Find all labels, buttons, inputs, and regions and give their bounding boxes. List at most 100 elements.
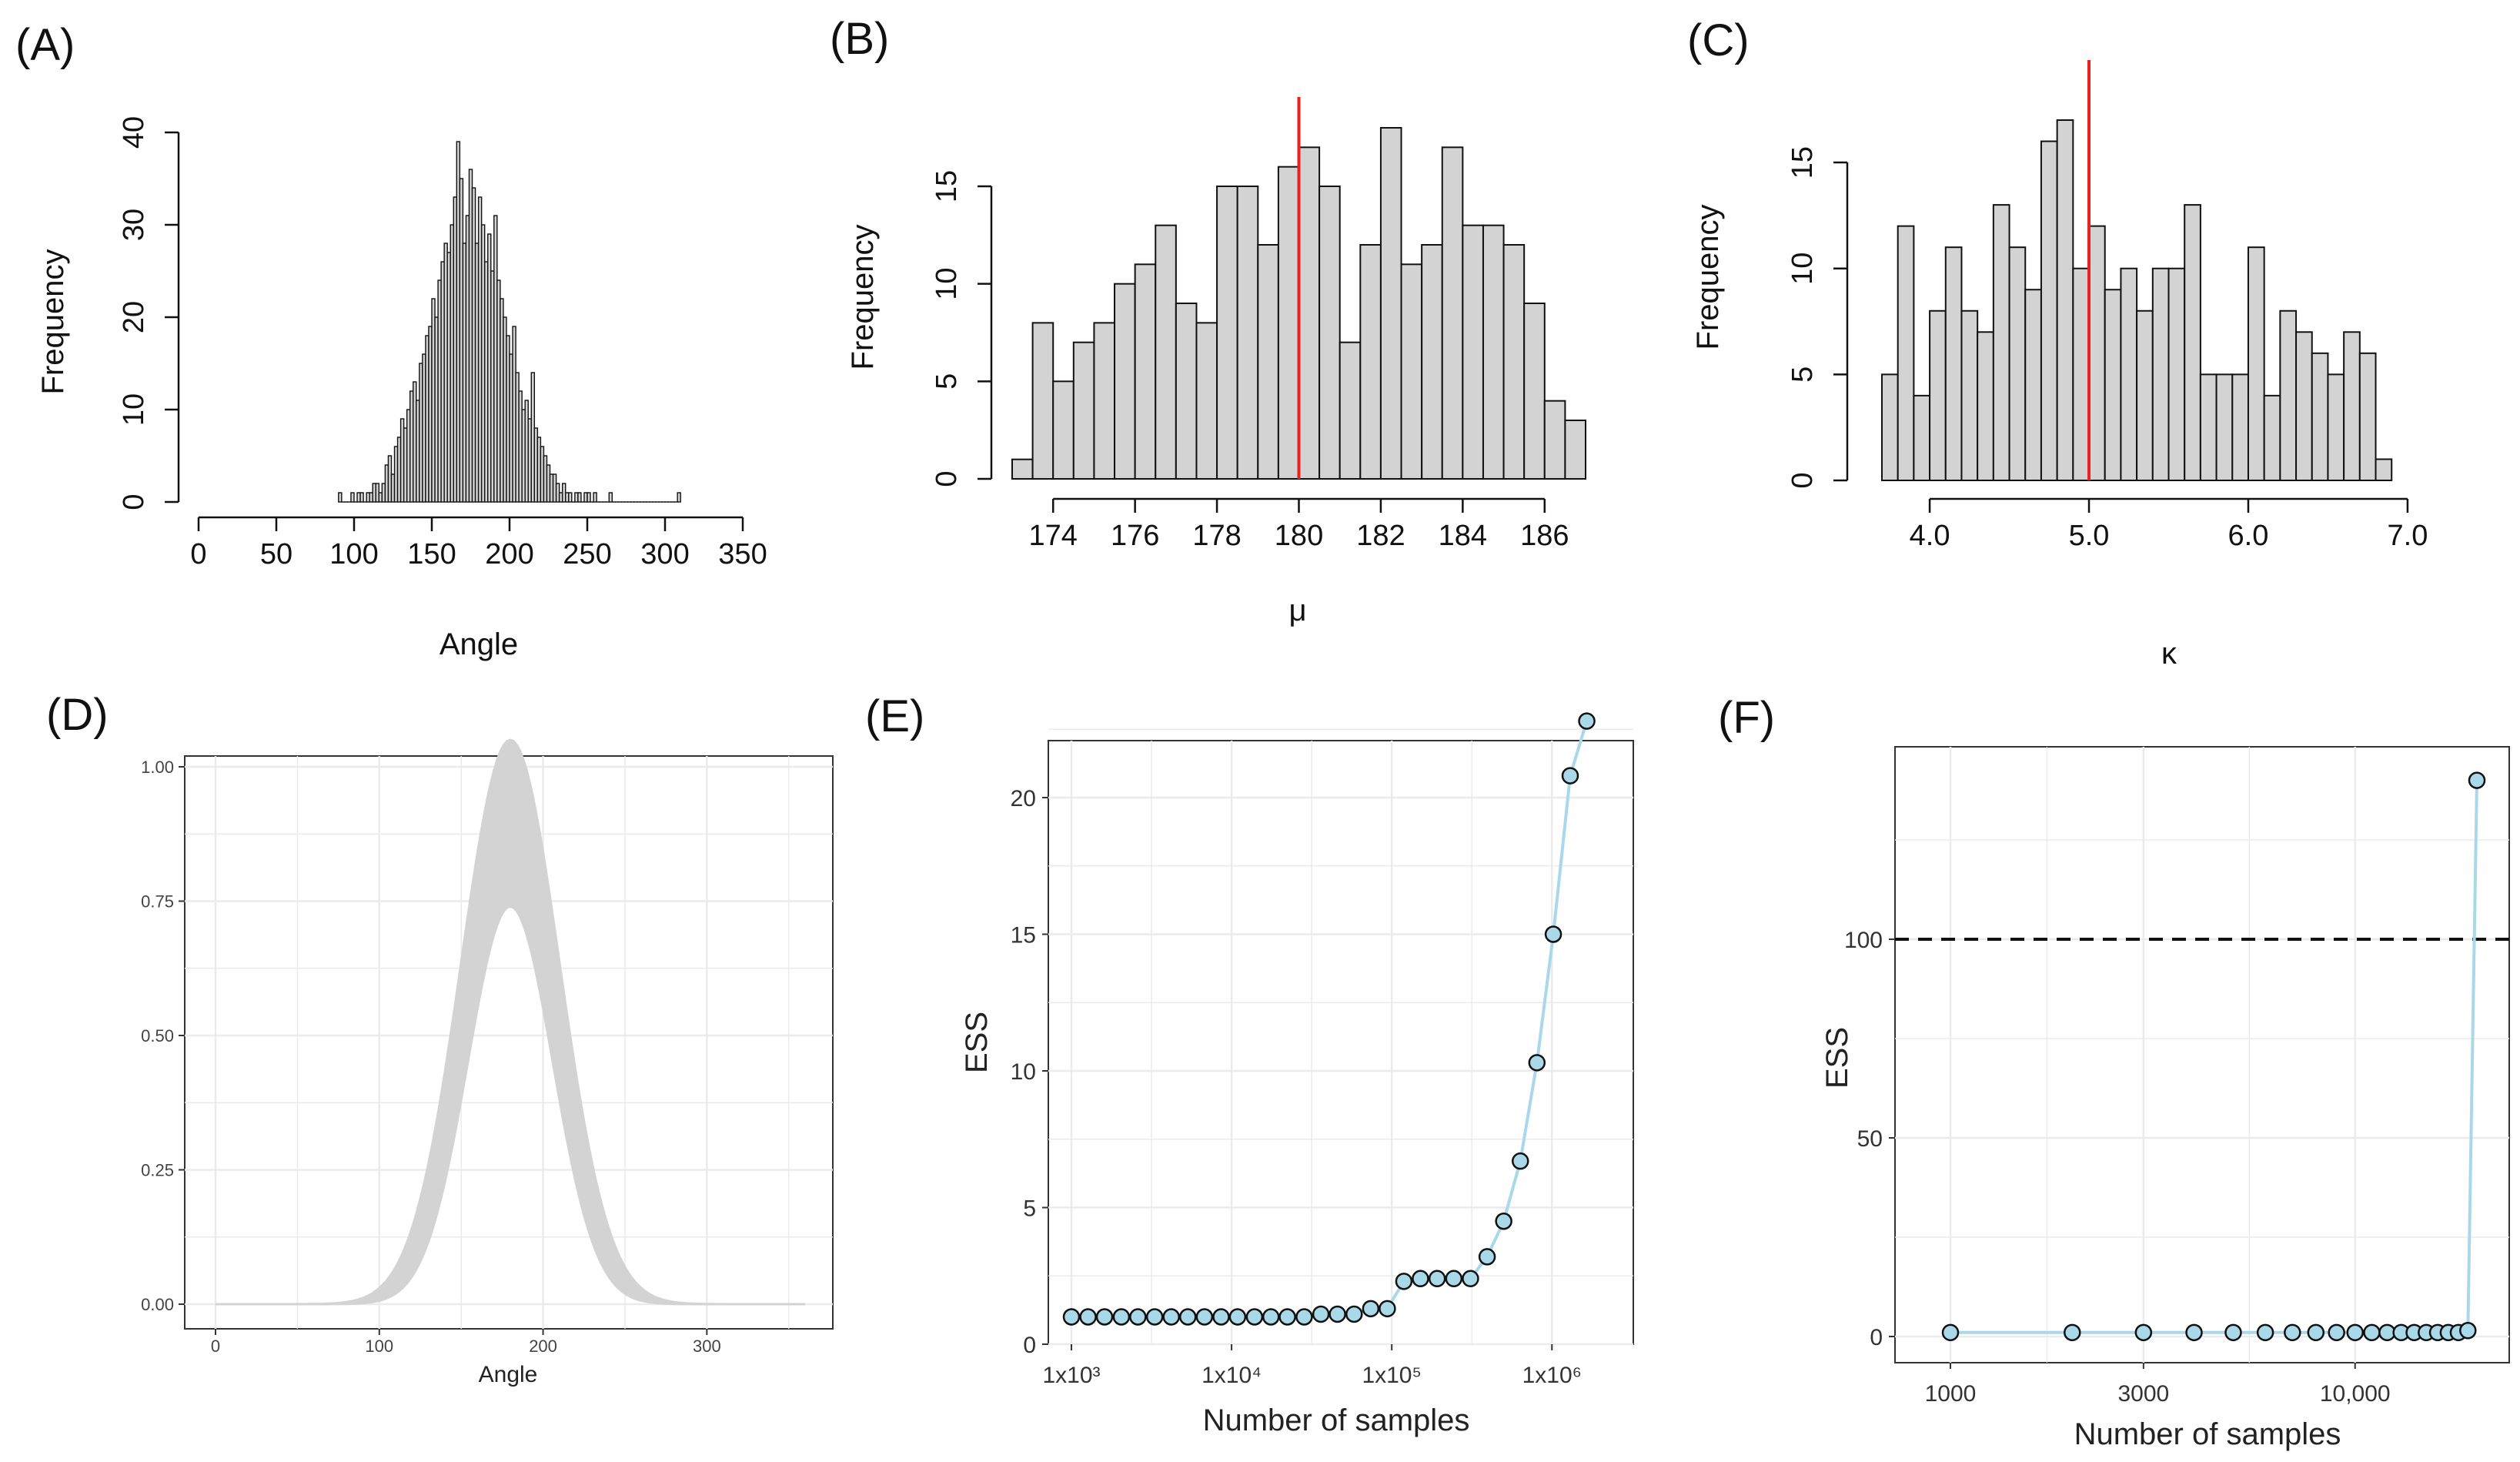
x-tick-label: 150	[407, 538, 456, 570]
y-tick-label: 0	[931, 470, 963, 487]
bar-19	[1400, 263, 1423, 480]
y-tick-label: 0.75	[141, 892, 174, 912]
axes: 4.0 5.0 6.0 7.0 0 5 10 15	[1786, 146, 2428, 552]
histogram-bars	[338, 141, 681, 503]
bar-23	[1482, 224, 1505, 480]
y-tick-label: 15	[1011, 923, 1036, 948]
y-tick-label: 40	[118, 116, 150, 149]
data-point-0	[1062, 1308, 1081, 1326]
panel-label-b: (B)	[830, 14, 889, 64]
y-tick-label: 10	[1011, 1059, 1036, 1085]
y-axis-label: ESS	[1820, 1027, 1854, 1089]
bar-21	[2215, 373, 2234, 481]
data-point-10	[2363, 1323, 2381, 1342]
y-axis-label: Frequency	[36, 249, 70, 395]
data-point-19	[2468, 771, 2486, 789]
bar-0	[1881, 373, 1899, 481]
data-point-6	[1162, 1308, 1180, 1326]
histogram-bars	[1011, 127, 1586, 480]
x-tick-label: 176	[1111, 520, 1159, 552]
bar-11	[1236, 186, 1259, 480]
bar-30	[2358, 352, 2377, 481]
y-tick-label: 15	[931, 170, 963, 202]
x-tick-label: 350	[718, 538, 767, 570]
plot-panel	[1048, 740, 1634, 1345]
x-tick-label: 182	[1356, 520, 1405, 552]
x-tick-label: 186	[1520, 520, 1569, 552]
data-point-2	[2134, 1323, 2153, 1342]
x-axis-label: Angle	[479, 1362, 538, 1387]
panel-label-f: (F)	[1718, 693, 1775, 743]
plot-panel	[1894, 746, 2510, 1363]
data-point-7	[1178, 1308, 1197, 1326]
data-point-10	[1228, 1308, 1247, 1326]
panel-c-histogram-kappa: (C) 4.0 5.0 6.0 7.0 0 5 10 15 κ Frequency	[1687, 15, 2428, 671]
data-point-4	[1129, 1308, 1147, 1326]
data-point-23	[1445, 1270, 1463, 1288]
data-point-30	[1561, 767, 1579, 785]
bar-11	[2056, 119, 2074, 481]
data-point-1	[1079, 1308, 1097, 1326]
axes: 174 176 178 180 182 184 186 0 5 10 15	[931, 170, 1569, 552]
bar-7	[359, 492, 364, 503]
x-axis-label: κ	[2161, 637, 2177, 671]
y-tick-label: 30	[118, 209, 150, 241]
x-tick-label: 250	[563, 538, 611, 570]
bar-19	[2184, 204, 2201, 481]
data-point-2	[1095, 1308, 1114, 1326]
density-band-area	[216, 738, 805, 1306]
data-point-24	[1462, 1270, 1479, 1288]
bar-10	[2040, 140, 2058, 481]
data-point-3	[2185, 1323, 2203, 1342]
panel-b-histogram-mu: (B) 174 176 178 180 182 184 186 0 5 10 15 μ Freque…	[830, 14, 1586, 627]
axes: 1000 3000 10,000 0 50 100	[1844, 928, 2391, 1407]
data-point-5	[1145, 1308, 1164, 1326]
x-tick-label: 50	[260, 538, 292, 570]
data-point-0	[1941, 1323, 1960, 1342]
bar-3	[1929, 309, 1947, 481]
data-point-3	[1112, 1308, 1131, 1326]
x-tick-label: 174	[1029, 520, 1078, 552]
y-axis-label: Frequency	[1691, 205, 1725, 350]
x-axis-label: Number of samples	[1203, 1403, 1470, 1437]
bar-82	[593, 492, 597, 503]
bar-10	[1216, 186, 1238, 480]
y-tick-label: 0.50	[141, 1026, 174, 1045]
y-tick-label: 10	[931, 268, 963, 300]
bar-24	[1502, 244, 1526, 480]
bar-87	[608, 492, 613, 503]
data-point-20	[1395, 1273, 1413, 1290]
bar-77	[577, 492, 582, 503]
bar-0	[338, 492, 343, 503]
panel-label-d: (D)	[46, 690, 109, 740]
bar-5	[1114, 283, 1136, 480]
axes: 0 100 200 300 0.00 0.25 0.50 0.75 1.00	[141, 758, 721, 1356]
bar-9	[2024, 289, 2042, 481]
bar-12	[2072, 267, 2091, 481]
x-tick-label: 100	[365, 1337, 393, 1356]
bar-7	[1155, 224, 1177, 480]
y-tick-label: 100	[1844, 928, 1883, 953]
panel-a-histogram-angle: (A) 0 50 100 150 200 250 300 350 0 10 20 30 40 Angle…	[15, 20, 767, 661]
x-tick-label: 300	[640, 538, 689, 570]
y-tick-label: 0.00	[141, 1295, 174, 1314]
panel-label-c: (C)	[1687, 15, 1750, 65]
data-point-8	[2328, 1323, 2345, 1342]
bar-5	[1960, 309, 1979, 481]
data-point-9	[2346, 1323, 2364, 1342]
x-tick-label: 300	[693, 1337, 721, 1356]
bar-22	[1462, 224, 1484, 480]
bar-8	[1175, 303, 1198, 480]
bar-15	[2120, 267, 2138, 481]
series-points	[1062, 712, 1596, 1326]
x-tick-label: 1x10⁶	[1522, 1363, 1582, 1388]
y-tick-label: 10	[1786, 253, 1819, 285]
y-tick-label: 0	[1023, 1333, 1036, 1358]
panel-e-ess-vs-samples: (E) 1x10³ 1x10⁴ 1x10⁵ 1x10⁶ 0 5 10 15 20 Number …	[865, 691, 1634, 1437]
data-point-28	[1528, 1054, 1546, 1072]
bar-13	[1277, 166, 1300, 480]
y-axis-label: Frequency	[846, 225, 880, 370]
y-tick-label: 10	[118, 393, 150, 426]
bar-4	[1093, 322, 1116, 480]
y-tick-label: 0.25	[141, 1161, 174, 1180]
